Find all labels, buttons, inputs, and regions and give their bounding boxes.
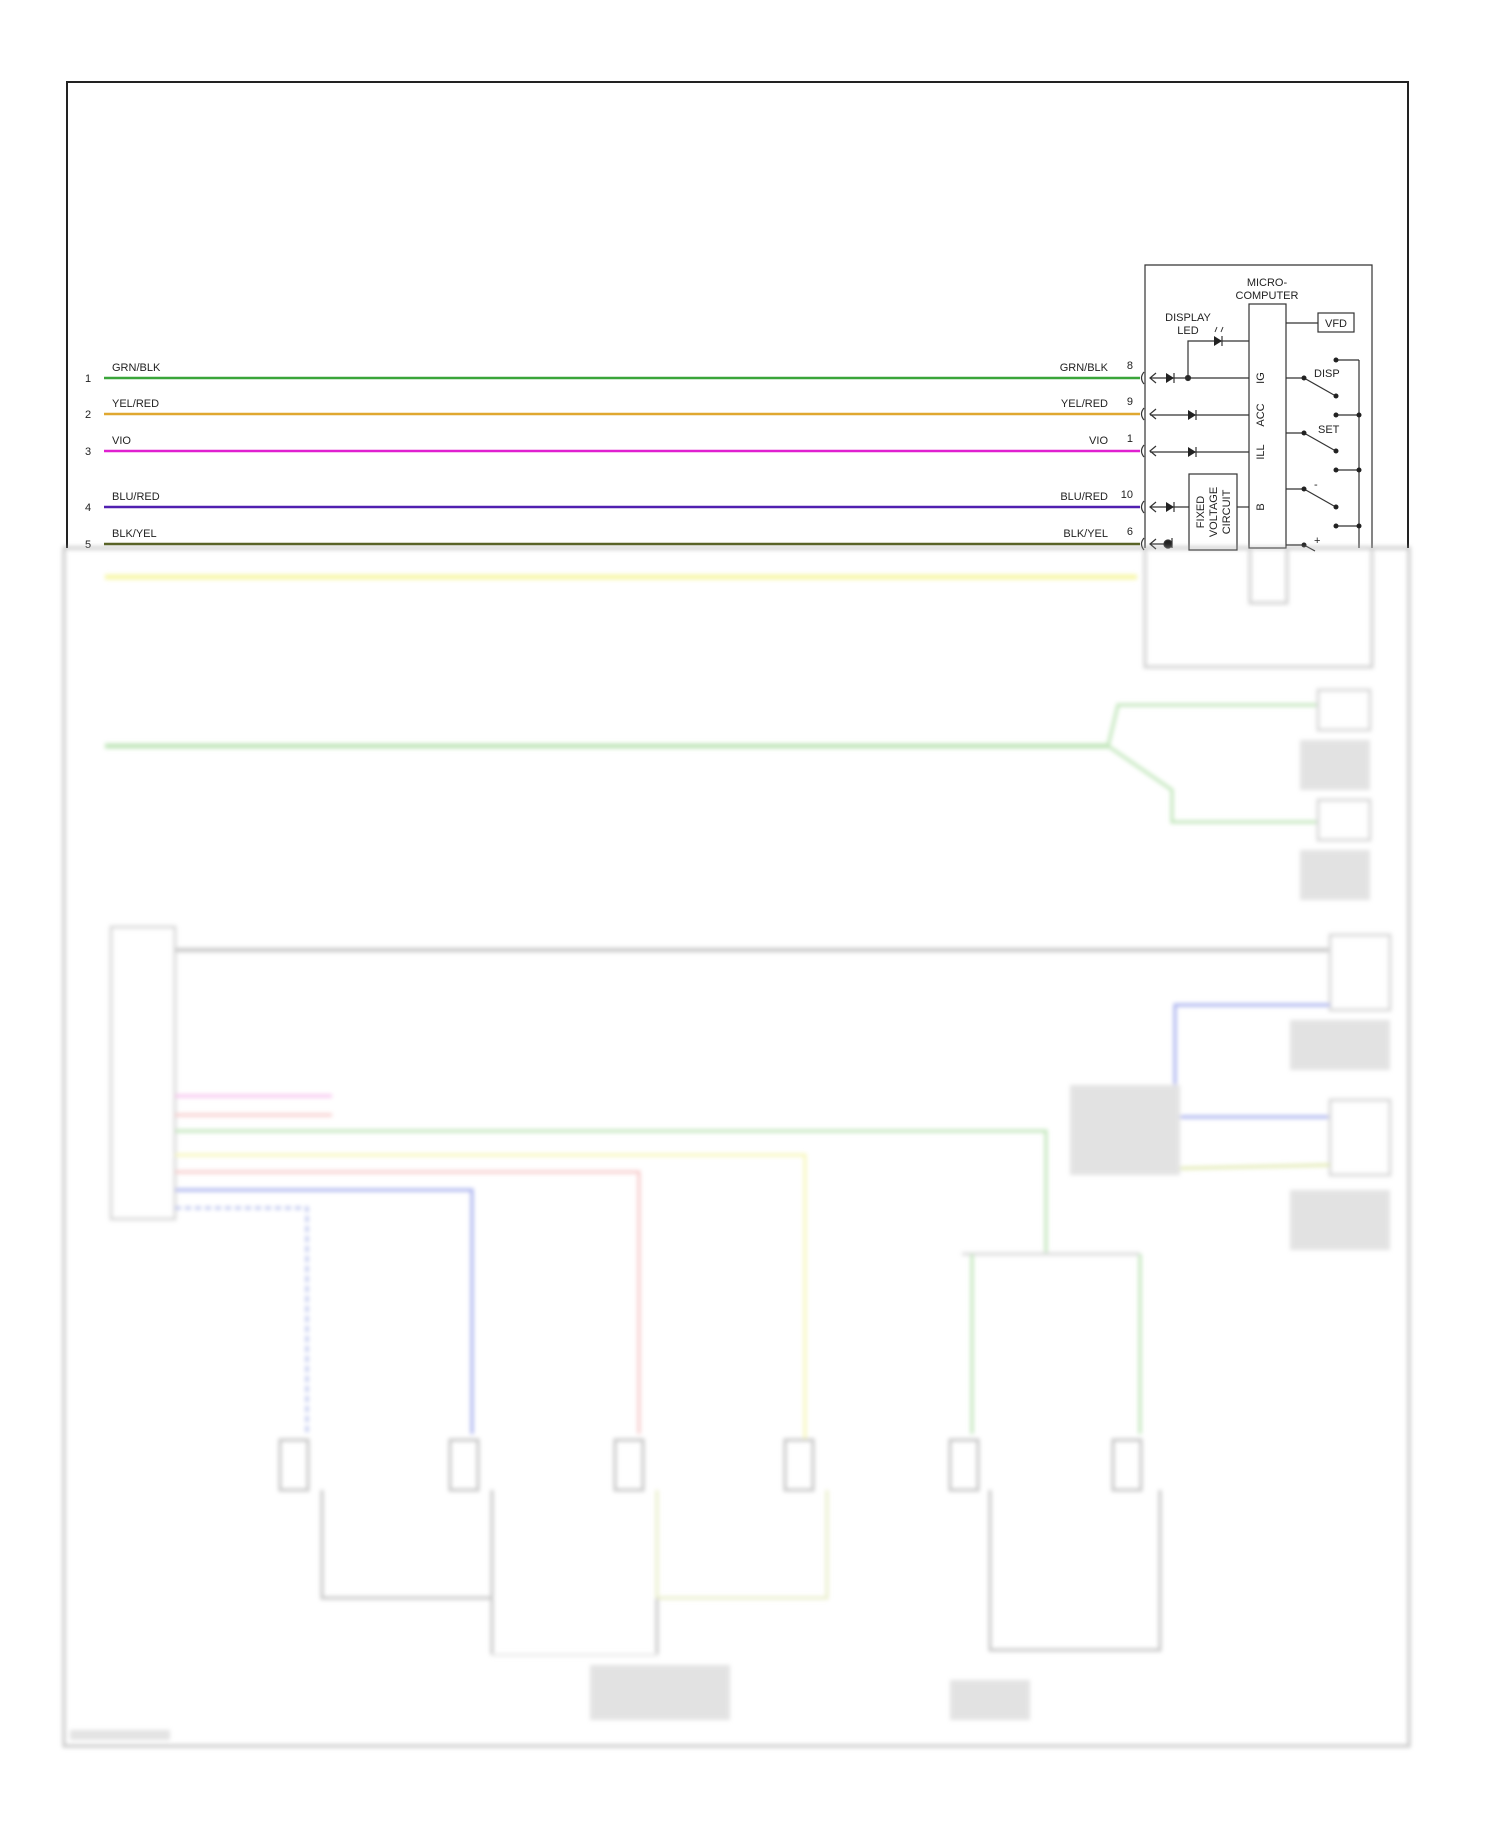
switch-label: DISP — [1314, 368, 1340, 380]
connector-terminal-icon — [1149, 408, 1157, 420]
fixed-voltage-label: VOLTAGE — [1208, 487, 1220, 537]
diagram-border — [66, 81, 1409, 548]
diode-icon — [1188, 447, 1196, 457]
blurred-lower-diagram — [62, 546, 1411, 1748]
led-diode-icon — [1214, 336, 1222, 346]
terminal-label: B — [1255, 503, 1267, 510]
fixed-voltage-circuit — [1188, 473, 1238, 551]
connector-terminal-icon — [1140, 444, 1145, 458]
switch-label: SET — [1318, 424, 1340, 436]
microcomputer-block — [1248, 303, 1287, 549]
connector-pin-number: 6 — [1127, 526, 1133, 538]
connector-terminal-icon — [1149, 445, 1157, 457]
fixed-voltage-label: CIRCUIT — [1221, 489, 1233, 534]
microcomputer-label: MICRO- — [1247, 277, 1288, 289]
module-labels: MICRO- COMPUTER DISPLAY LED VFD FIXED VO… — [1165, 277, 1347, 547]
wire-label-left: VIO — [112, 435, 131, 447]
wire-label-left: BLU/RED — [112, 491, 160, 503]
connector-pin-number: 1 — [1127, 433, 1133, 445]
wire-label-left: YEL/RED — [112, 398, 159, 410]
wire-label-right: YEL/RED — [1061, 398, 1108, 410]
diode-icon — [1166, 373, 1174, 383]
microcomputer-label: COMPUTER — [1236, 290, 1299, 302]
wire-label-right: GRN/BLK — [1060, 362, 1109, 374]
connector-terminal-icon — [1140, 371, 1145, 385]
module — [1144, 264, 1373, 552]
connector-pin-number: 10 — [1121, 489, 1133, 501]
wire-label-left: GRN/BLK — [112, 362, 161, 374]
diode-icon — [1188, 410, 1196, 420]
connector-pin-number: 8 — [1127, 360, 1133, 372]
wire-pin-left: 2 — [85, 409, 91, 421]
terminal-label: IG — [1255, 372, 1267, 384]
wire-label-left: BLK/YEL — [112, 528, 157, 540]
connector-terminal-icon — [1140, 500, 1145, 514]
wire-label-right: VIO — [1089, 435, 1108, 447]
connector-terminal-icon — [1140, 407, 1145, 421]
wire-pin-left: 4 — [85, 502, 91, 514]
switch-label: - — [1314, 479, 1318, 491]
terminal-label: ACC — [1255, 403, 1267, 426]
display-led-label: LED — [1177, 325, 1198, 337]
wire-label-right: BLU/RED — [1060, 491, 1108, 503]
wire-pin-left: 3 — [85, 446, 91, 458]
wire-pin-left: 5 — [85, 539, 91, 551]
display-led-label: DISPLAY — [1165, 312, 1211, 324]
wire-pin-left: 1 — [85, 373, 91, 385]
wire-label-right: BLK/YEL — [1063, 528, 1108, 540]
vfd-label: VFD — [1325, 318, 1347, 330]
terminal-label: ILL — [1255, 444, 1267, 459]
switch-label: + — [1314, 535, 1320, 547]
switch-bank — [1286, 377, 1359, 552]
fixed-voltage-label: FIXED — [1195, 496, 1207, 528]
connector-pin-number: 9 — [1127, 396, 1133, 408]
diode-icon — [1166, 502, 1174, 512]
